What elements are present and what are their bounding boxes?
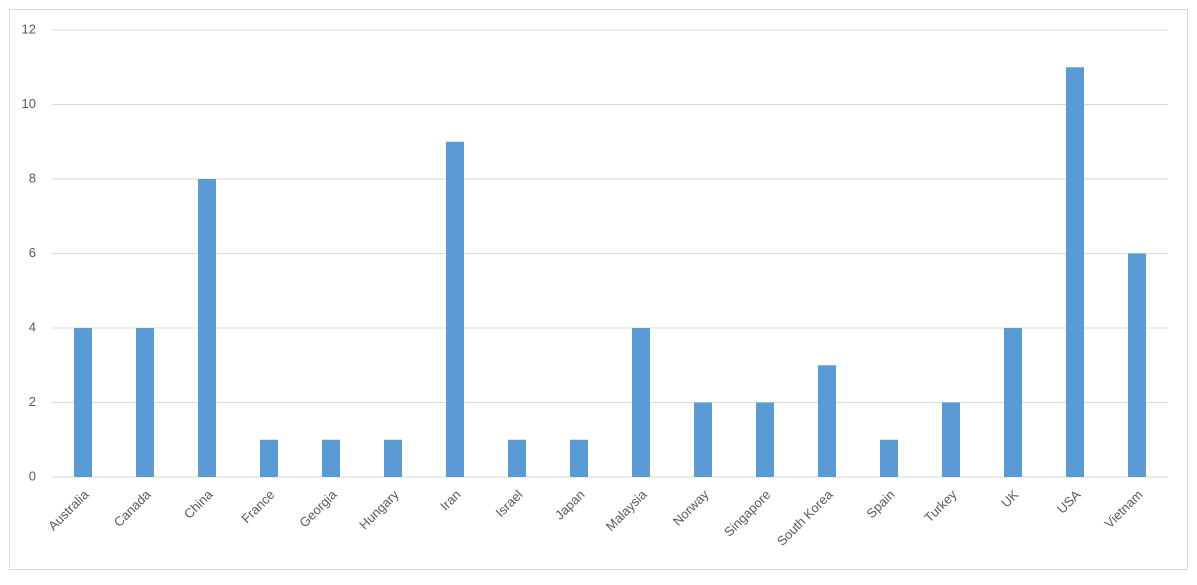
bar xyxy=(74,328,92,477)
bar xyxy=(136,328,154,477)
bar xyxy=(384,439,402,477)
bar xyxy=(1128,253,1146,477)
bar xyxy=(260,439,278,477)
bar xyxy=(1066,67,1084,477)
y-tick-label: 10 xyxy=(22,96,36,111)
bar xyxy=(508,439,526,477)
bar xyxy=(632,328,650,477)
bar xyxy=(570,439,588,477)
y-tick-label: 4 xyxy=(29,319,36,334)
bar xyxy=(818,365,836,477)
y-tick-label: 0 xyxy=(29,468,36,483)
bar xyxy=(880,439,898,477)
y-tick-label: 8 xyxy=(29,170,36,185)
bar xyxy=(446,141,464,477)
bar xyxy=(322,439,340,477)
y-tick-label: 2 xyxy=(29,394,36,409)
bar xyxy=(1004,328,1022,477)
y-tick-label: 12 xyxy=(22,21,36,36)
chart-border xyxy=(9,9,1188,570)
bar xyxy=(198,179,216,477)
bar xyxy=(756,402,774,477)
bar xyxy=(694,402,712,477)
bar xyxy=(942,402,960,477)
y-tick-label: 6 xyxy=(29,245,36,260)
